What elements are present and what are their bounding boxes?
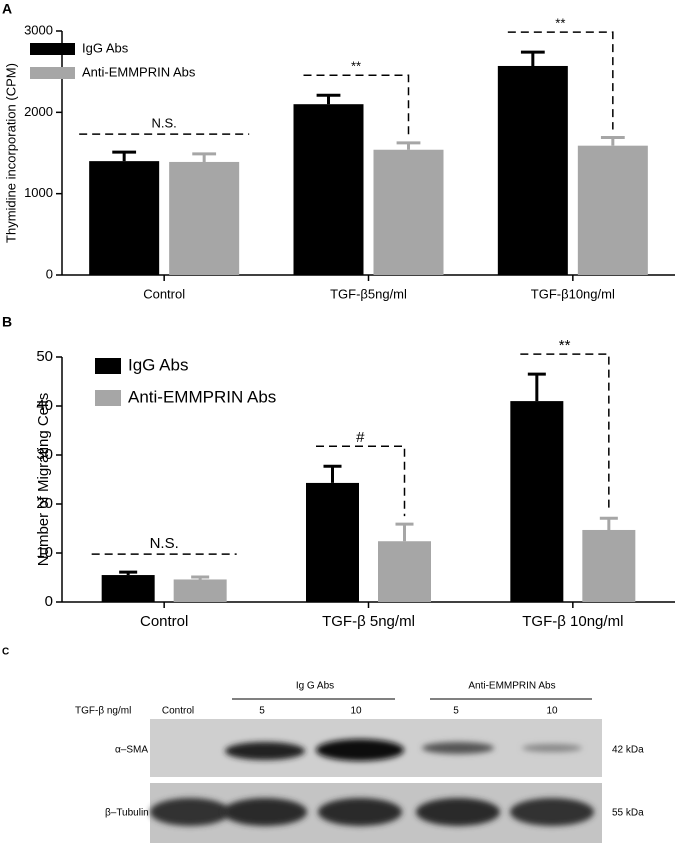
y-tick-label: 3000 — [24, 22, 53, 37]
legend-swatch — [95, 358, 121, 374]
y-tick-label: 20 — [36, 495, 53, 512]
group-label: Ig G Abs — [296, 681, 334, 692]
significance-label: ** — [555, 16, 565, 31]
dose-label: TGF-β ng/ml — [75, 706, 131, 717]
bar — [497, 65, 568, 276]
significance-label: # — [356, 429, 365, 446]
significance-bracket — [507, 31, 614, 130]
legend-label: Anti-EMMPRIN Abs — [128, 387, 276, 406]
x-tick-label: Control — [143, 286, 185, 301]
legend-swatch — [95, 390, 121, 406]
error-bar — [600, 136, 625, 146]
band — [223, 798, 307, 826]
row-label: β–Tubulin — [105, 808, 149, 819]
lane-label: 10 — [546, 706, 558, 717]
band — [150, 798, 230, 826]
bar — [306, 482, 359, 602]
significance-bracket — [303, 74, 410, 135]
x-tick-label: TGF-β 10ng/ml — [522, 613, 623, 630]
bar — [89, 161, 160, 275]
band — [316, 739, 404, 761]
legend-swatch — [30, 43, 75, 55]
bar — [373, 149, 444, 275]
y-tick-label: 40 — [36, 397, 53, 414]
bar — [510, 401, 564, 602]
bar — [378, 541, 431, 602]
error-bar — [191, 575, 210, 580]
bar — [582, 529, 636, 602]
error-bar — [599, 516, 618, 530]
significance-label: ** — [559, 337, 571, 354]
x-tick-label: TGF-β10ng/ml — [531, 286, 615, 301]
error-bar — [323, 464, 342, 483]
error-bar — [192, 152, 217, 162]
x-tick-label: TGF-β 5ng/ml — [322, 613, 415, 630]
y-tick-label: 0 — [45, 593, 53, 610]
legend-swatch — [30, 67, 75, 79]
lane-label: 5 — [259, 706, 265, 717]
lane-label: 10 — [350, 706, 362, 717]
y-tick-label: 0 — [46, 266, 53, 281]
x-tick-label: Control — [140, 613, 188, 630]
panel-label: B — [2, 314, 12, 330]
bar — [169, 161, 240, 275]
significance-bracket — [316, 445, 406, 517]
y-tick-label: 10 — [36, 544, 53, 561]
panel-label: A — [2, 1, 12, 17]
size-label: 55 kDa — [612, 808, 644, 819]
western-blot: C Ig G Abs Anti-EMMPRIN Abs TGF-β ng/ml … — [2, 647, 644, 843]
error-bar — [395, 522, 414, 542]
band — [422, 742, 494, 754]
error-bar — [527, 372, 546, 402]
bar — [173, 579, 227, 602]
error-bar — [520, 50, 545, 66]
band — [416, 798, 500, 826]
bar — [293, 104, 364, 275]
size-label: 42 kDa — [612, 745, 644, 756]
band — [522, 744, 582, 752]
significance-label: N.S. — [152, 116, 177, 131]
band — [225, 742, 305, 760]
row-label: α–SMA — [115, 745, 148, 756]
y-tick-label: 50 — [36, 348, 53, 365]
error-bar — [119, 570, 138, 576]
y-axis-label: Thymidine incorporation (CPM) — [3, 63, 18, 243]
error-bar — [316, 93, 341, 105]
x-tick-label: TGF-β5ng/ml — [330, 286, 407, 301]
band — [318, 798, 402, 826]
legend-label: IgG Abs — [128, 355, 188, 374]
y-tick-label: 30 — [36, 446, 53, 463]
y-tick-label: 2000 — [24, 104, 53, 119]
band — [510, 798, 594, 826]
panel-label: C — [2, 647, 9, 658]
significance-label: ** — [351, 59, 361, 74]
y-tick-label: 1000 — [24, 185, 53, 200]
group-label: Anti-EMMPRIN Abs — [468, 681, 555, 692]
legend-label: IgG Abs — [82, 40, 129, 55]
lane-label: Control — [162, 706, 194, 717]
significance-bracket — [520, 353, 610, 511]
error-bar — [396, 141, 421, 150]
bar — [577, 145, 648, 275]
y-axis-label: Number of Migrating Cells — [35, 393, 52, 566]
error-bar — [112, 150, 137, 162]
lane-label: 5 — [453, 706, 459, 717]
significance-label: N.S. — [150, 535, 179, 552]
bar — [101, 575, 155, 602]
legend-label: Anti-EMMPRIN Abs — [82, 64, 196, 79]
